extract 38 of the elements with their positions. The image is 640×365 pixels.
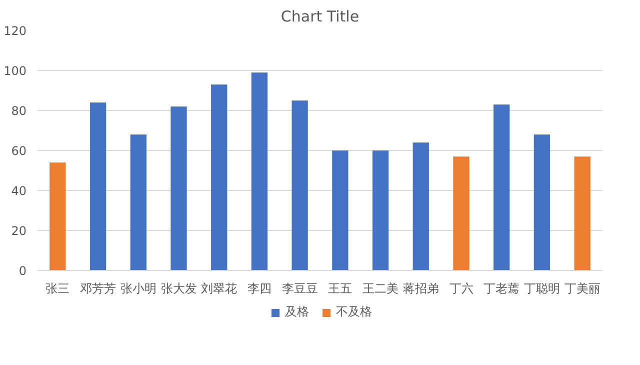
y-tick-label: 40 bbox=[11, 184, 27, 198]
bar bbox=[292, 100, 308, 270]
bar bbox=[211, 84, 228, 270]
x-tick-label: 丁六 bbox=[449, 282, 474, 296]
bar bbox=[453, 156, 470, 270]
chart-title: Chart Title bbox=[280, 8, 360, 26]
bar bbox=[372, 150, 389, 270]
y-tick-label: 80 bbox=[11, 104, 27, 118]
bar bbox=[50, 162, 66, 270]
bar bbox=[574, 156, 590, 270]
x-tick-label: 张三 bbox=[46, 282, 70, 296]
bar bbox=[412, 142, 429, 270]
y-tick-label: 120 bbox=[4, 24, 26, 38]
bar bbox=[90, 102, 106, 270]
x-tick-label: 蒋招弟 bbox=[402, 282, 439, 296]
y-tick-label: 20 bbox=[11, 224, 27, 238]
y-tick-label: 0 bbox=[18, 264, 27, 278]
x-tick-label: 丁老蔫 bbox=[484, 282, 520, 296]
bar bbox=[170, 106, 187, 270]
x-tick-label: 丁聪明 bbox=[524, 282, 560, 296]
bar bbox=[130, 134, 146, 270]
x-tick-label: 王二美 bbox=[362, 282, 399, 296]
legend-label: 及格 bbox=[285, 304, 309, 320]
x-tick-label: 李四 bbox=[247, 282, 272, 296]
x-tick-label: 丁美丽 bbox=[564, 282, 600, 296]
bar bbox=[494, 104, 510, 270]
bar bbox=[534, 134, 550, 270]
x-tick-label: 邓芳芳 bbox=[80, 282, 116, 296]
x-tick-label: 刘翠花 bbox=[201, 282, 238, 296]
bar bbox=[251, 72, 268, 270]
legend-label: 不及格 bbox=[336, 304, 372, 320]
x-tick-label: 王五 bbox=[328, 282, 352, 296]
x-tick-label: 李豆豆 bbox=[282, 282, 318, 296]
y-tick-label: 100 bbox=[4, 64, 26, 78]
x-tick-label: 张小明 bbox=[120, 282, 156, 296]
x-tick-label: 张大发 bbox=[160, 282, 197, 296]
y-tick-label: 60 bbox=[11, 144, 27, 158]
bar bbox=[332, 150, 348, 270]
